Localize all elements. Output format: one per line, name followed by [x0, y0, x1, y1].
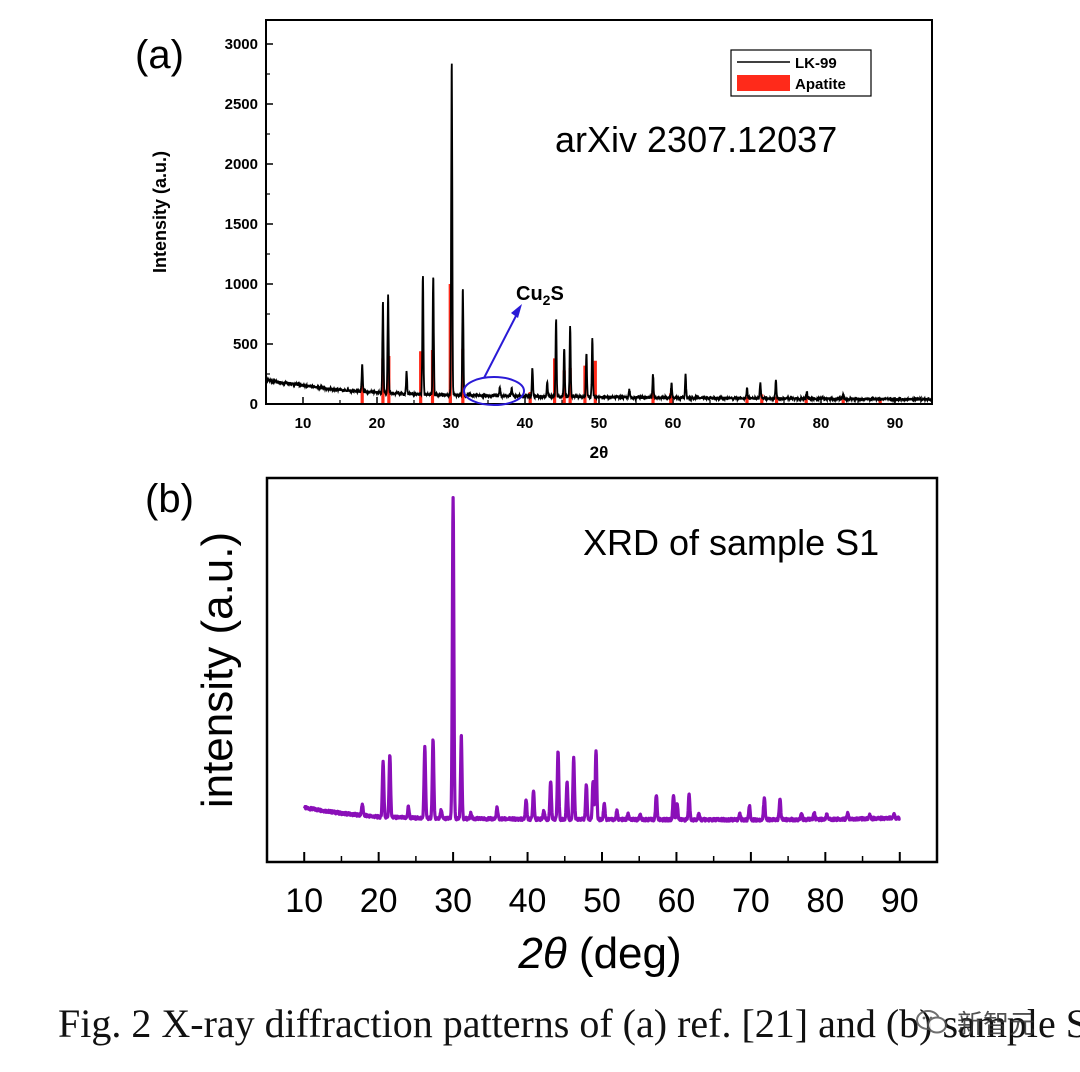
y-tick-label-a: 1000 — [225, 276, 258, 293]
legend-label-lk99: LK-99 — [795, 55, 837, 72]
x-tick-label-b: 40 — [509, 882, 547, 920]
x-tick-label-a: 80 — [813, 415, 830, 432]
panel-b-label: (b) — [145, 477, 194, 521]
panel-a-label: (a) — [135, 33, 184, 77]
panel-b-annotation: XRD of sample S1 — [583, 522, 879, 563]
panel-a-xlabel: 2θ — [590, 443, 609, 462]
x-tick-label-a: 20 — [369, 415, 386, 432]
cu2s-arrow-line — [483, 311, 519, 379]
x-tick-label-b: 80 — [806, 882, 844, 920]
y-tick-label-a: 2500 — [225, 96, 258, 113]
x-tick-label-b: 60 — [658, 882, 696, 920]
y-tick-label-a: 3000 — [225, 36, 258, 53]
x-tick-label-b: 50 — [583, 882, 621, 920]
panel-b-xlabel: 2θ (deg) — [517, 929, 681, 978]
y-tick-label-a: 1500 — [225, 216, 258, 233]
panel-a: (a) 10 20 30 40 50 60 70 80 90 0 500 1000 1500 2000 25… — [135, 19, 933, 462]
cu2s-arrow-head — [511, 304, 522, 318]
x-tick-label-a: 40 — [517, 415, 534, 432]
x-tick-label-b: 10 — [285, 882, 323, 920]
panel-b-frame — [265, 476, 939, 864]
y-tick-label-a: 0 — [250, 396, 258, 413]
x-tick-label-a: 10 — [295, 415, 312, 432]
panel-b: (b) 10 20 30 40 50 60 70 80 90 2θ (deg) intensit… — [145, 476, 939, 978]
y-tick-label-a: 500 — [233, 336, 258, 353]
panel-a-legend: LK-99 Apatite — [730, 49, 872, 97]
x-tick-label-a: 70 — [739, 415, 756, 432]
s1-series-line — [302, 496, 901, 823]
panel-a-frame — [265, 19, 933, 405]
panel-b-ticks — [303, 852, 901, 862]
apatite-bars — [360, 284, 882, 404]
panel-a-tick-labels: 10 20 30 40 50 60 70 80 90 0 500 1000 1500 2000 2500 30… — [225, 36, 904, 432]
x-tick-label-a: 90 — [887, 415, 904, 432]
panel-b-ylabel: intensity (a.u.) — [193, 532, 242, 808]
x-tick-label-b: 70 — [732, 882, 770, 920]
x-tick-label-b: 20 — [360, 882, 398, 920]
legend-label-apatite: Apatite — [795, 76, 846, 93]
y-tick-label-a: 2000 — [225, 156, 258, 173]
lk99-series-line — [265, 63, 933, 405]
x-tick-label-a: 60 — [665, 415, 682, 432]
cu2s-label: Cu2S — [516, 283, 564, 308]
panel-a-ticks — [266, 43, 896, 405]
x-tick-label-a: 50 — [591, 415, 608, 432]
legend-swatch-apatite — [737, 75, 790, 91]
cu2s-highlight-ellipse — [463, 376, 525, 406]
x-tick-label-a: 30 — [443, 415, 460, 432]
x-tick-label-b: 30 — [434, 882, 472, 920]
x-tick-label-b: 90 — [881, 882, 919, 920]
watermark-text: 新智元 — [957, 1009, 1036, 1040]
figure-caption: Fig. 2 X-ray diffraction patterns of (a)… — [58, 1001, 1080, 1046]
watermark: 新智元 — [915, 1000, 1075, 1044]
panel-a-annotation: arXiv 2307.12037 — [555, 119, 837, 160]
wechat-icon — [916, 1010, 947, 1034]
panel-b-tick-labels: 10 20 30 40 50 60 70 80 90 — [285, 882, 918, 920]
panel-a-ylabel: Intensity (a.u.) — [150, 151, 170, 273]
